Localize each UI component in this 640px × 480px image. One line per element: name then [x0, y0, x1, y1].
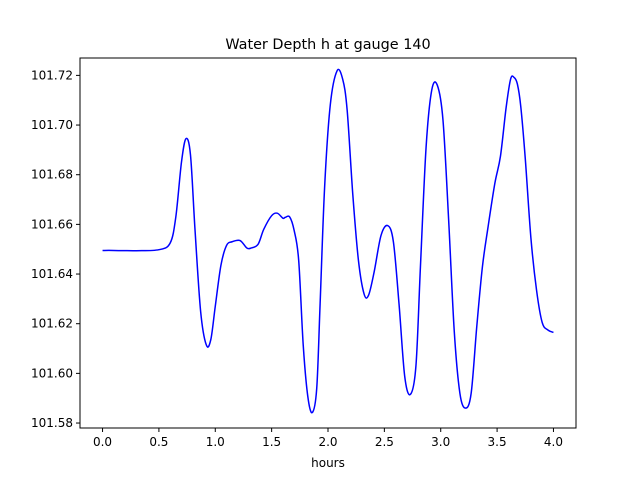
plot-area — [80, 58, 576, 428]
x-tick-label: 2.0 — [318, 435, 337, 449]
y-tick-label: 101.60 — [31, 366, 73, 380]
series-line — [102, 68, 554, 414]
x-axis: 0.0 0.5 1.0 1.5 2.0 2.5 3.0 3.5 4.0 — [93, 428, 563, 449]
series-layer — [102, 68, 554, 414]
y-tick-label: 101.68 — [31, 168, 73, 182]
x-tick-label: 3.5 — [488, 435, 507, 449]
x-tick-label: 4.0 — [544, 435, 563, 449]
chart-title: Water Depth h at gauge 140 — [225, 37, 430, 53]
y-axis: 101.58 101.60 101.62 101.64 101.66 101.68 101.… — [31, 68, 80, 430]
y-tick-label: 101.58 — [31, 416, 73, 430]
y-tick-label: 101.70 — [31, 118, 73, 132]
y-tick-label: 101.66 — [31, 217, 73, 231]
x-tick-label: 0.5 — [149, 435, 168, 449]
x-tick-label: 0.0 — [93, 435, 112, 449]
y-tick-label: 101.62 — [31, 317, 73, 331]
x-tick-label: 3.0 — [431, 435, 450, 449]
y-tick-label: 101.72 — [31, 68, 73, 82]
y-tick-label: 101.64 — [31, 267, 73, 281]
x-axis-title: hours — [311, 456, 345, 470]
x-tick-label: 2.5 — [375, 435, 394, 449]
x-tick-label: 1.0 — [206, 435, 225, 449]
x-tick-label: 1.5 — [262, 435, 281, 449]
